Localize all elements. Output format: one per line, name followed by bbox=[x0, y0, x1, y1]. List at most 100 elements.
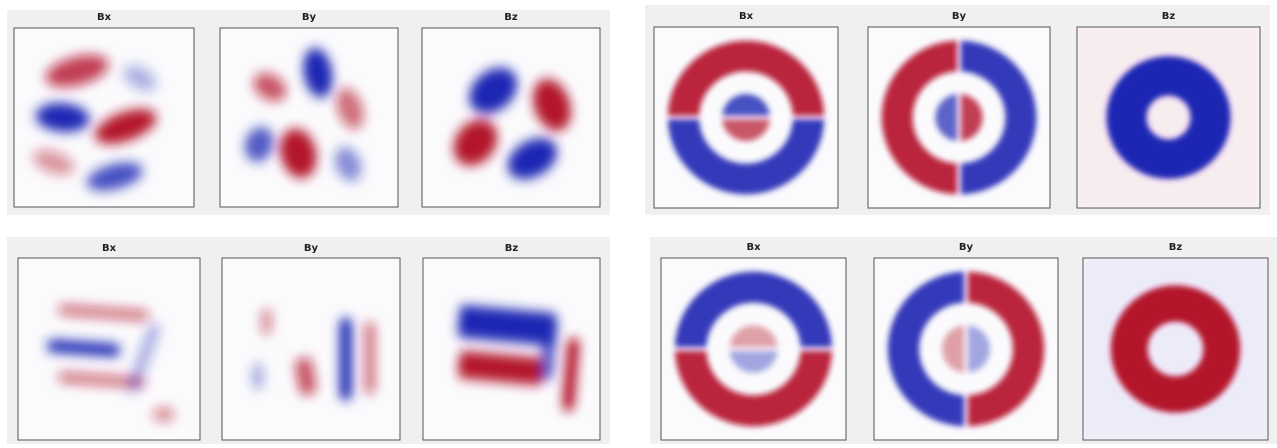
field-region bbox=[35, 103, 90, 132]
map-frame bbox=[1082, 257, 1269, 441]
plot-title: Bx bbox=[97, 12, 112, 23]
field-region bbox=[339, 318, 352, 400]
field-region bbox=[253, 73, 287, 102]
field-map bbox=[422, 28, 600, 207]
field-region bbox=[453, 119, 498, 166]
field-map bbox=[1083, 258, 1268, 440]
field-map bbox=[868, 27, 1050, 208]
plot-title: Bz bbox=[505, 243, 519, 254]
field-region bbox=[32, 149, 75, 175]
field-map bbox=[14, 28, 194, 207]
field-pattern bbox=[667, 40, 825, 195]
field-region bbox=[123, 65, 157, 92]
field-region bbox=[935, 94, 958, 141]
map-frame bbox=[17, 257, 201, 441]
plot-title: By bbox=[302, 12, 317, 23]
field-region bbox=[667, 40, 825, 116]
field-region bbox=[722, 119, 770, 142]
field-region bbox=[667, 119, 825, 195]
plot-title: Bx bbox=[746, 242, 761, 253]
field-region bbox=[86, 162, 143, 191]
plot-title: Bz bbox=[1169, 242, 1183, 253]
field-pattern bbox=[887, 271, 1045, 427]
map-frame bbox=[873, 257, 1059, 441]
field-pattern bbox=[1077, 27, 1260, 208]
field-region bbox=[303, 47, 333, 98]
figure-panel: Bx By Bz bbox=[645, 5, 1270, 215]
field-region bbox=[729, 350, 778, 373]
field-map bbox=[423, 258, 600, 440]
field-region bbox=[1077, 27, 1260, 208]
field-region bbox=[1110, 285, 1241, 413]
plot-title: Bz bbox=[1162, 11, 1176, 22]
field-pattern bbox=[32, 54, 157, 191]
field-region bbox=[58, 304, 149, 321]
figure-panel: Bx By Bz bbox=[7, 10, 610, 215]
field-region bbox=[887, 271, 965, 427]
field-region bbox=[674, 350, 833, 427]
map-frame bbox=[219, 27, 399, 208]
field-region bbox=[967, 271, 1045, 427]
field-region bbox=[457, 351, 544, 386]
field-region bbox=[244, 126, 274, 162]
field-pattern bbox=[1083, 258, 1268, 440]
field-pattern bbox=[453, 67, 571, 180]
field-map bbox=[18, 258, 200, 440]
field-map bbox=[661, 258, 846, 440]
field-map bbox=[1077, 27, 1260, 208]
field-region bbox=[47, 339, 120, 357]
field-region bbox=[722, 93, 770, 116]
field-region bbox=[967, 325, 990, 373]
field-region bbox=[457, 305, 557, 346]
map-frame bbox=[221, 257, 401, 441]
field-region bbox=[152, 407, 175, 422]
field-region bbox=[334, 146, 362, 182]
field-region bbox=[45, 54, 109, 88]
plot-title: Bz bbox=[504, 12, 518, 23]
field-map bbox=[874, 258, 1058, 440]
plot-title: Bx bbox=[102, 243, 117, 254]
field-region bbox=[561, 338, 580, 411]
figure-panel: Bx By Bz bbox=[7, 237, 610, 444]
field-pattern bbox=[252, 308, 376, 400]
field-region bbox=[942, 325, 965, 373]
plot-title: Bx bbox=[739, 11, 754, 22]
field-region bbox=[960, 94, 983, 141]
plot-title: By bbox=[304, 243, 319, 254]
field-pattern bbox=[674, 271, 833, 427]
field-map bbox=[220, 28, 398, 207]
field-region bbox=[960, 40, 1037, 195]
map-frame bbox=[1076, 26, 1261, 209]
plot-title: By bbox=[952, 11, 967, 22]
field-pattern bbox=[881, 40, 1037, 195]
field-region bbox=[539, 316, 558, 380]
field-region bbox=[58, 371, 146, 389]
field-region bbox=[881, 40, 958, 195]
map-frame bbox=[13, 27, 195, 208]
field-region bbox=[336, 87, 364, 130]
field-pattern bbox=[457, 305, 580, 411]
map-frame bbox=[653, 26, 839, 209]
field-region bbox=[261, 308, 272, 335]
map-frame bbox=[421, 27, 601, 208]
field-region bbox=[532, 79, 571, 131]
field-region bbox=[279, 128, 317, 178]
field-region bbox=[469, 67, 518, 114]
map-frame bbox=[422, 257, 601, 441]
figure-panel: Bx By Bz bbox=[650, 237, 1277, 444]
field-region bbox=[127, 323, 160, 393]
field-map bbox=[222, 258, 400, 440]
field-region bbox=[294, 357, 317, 395]
field-pattern bbox=[244, 47, 364, 182]
map-frame bbox=[660, 257, 847, 441]
plot-title: By bbox=[959, 242, 974, 253]
field-map bbox=[654, 27, 838, 208]
map-background bbox=[422, 28, 600, 207]
field-region bbox=[507, 138, 558, 180]
map-frame bbox=[867, 26, 1051, 209]
field-pattern bbox=[47, 304, 175, 422]
field-region bbox=[252, 363, 263, 390]
field-region bbox=[729, 325, 778, 348]
field-region bbox=[94, 109, 157, 144]
